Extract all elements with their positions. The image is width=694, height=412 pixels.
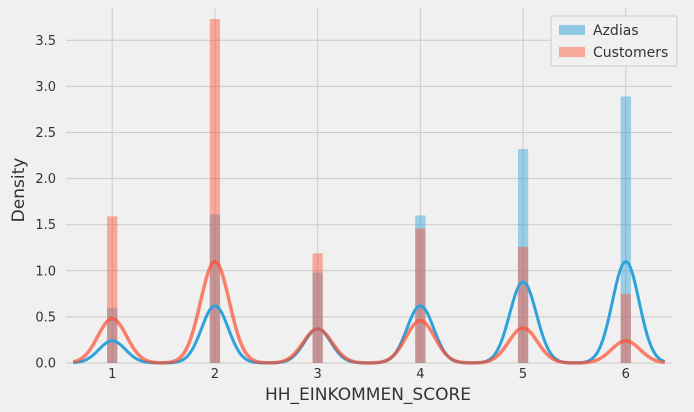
customers-bar	[517, 246, 529, 363]
y-tick-label: 3.0	[35, 80, 56, 95]
x-axis-label: HH_EINKOMMEN_SCORE	[265, 385, 471, 405]
x-tick-label: 3	[314, 367, 322, 382]
y-tick-label: 0.5	[35, 310, 56, 325]
azdias-bar	[312, 272, 323, 363]
legend-swatch-customers	[559, 47, 585, 57]
y-tick-label: 1.0	[35, 264, 56, 279]
azdias-bar	[517, 149, 529, 363]
x-tick-label: 4	[416, 367, 424, 382]
customers-bar	[620, 293, 631, 363]
customers-bar	[415, 228, 426, 363]
x-tick-label: 5	[519, 367, 527, 382]
y-tick-labels: 0.0 0.5 1.0 1.5 2.0 2.5 3.0 3.5	[35, 34, 56, 372]
azdias-bars	[107, 96, 631, 364]
y-tick-label: 3.5	[35, 34, 56, 49]
legend: Azdias Customers	[550, 15, 678, 67]
x-tick-label: 1	[108, 367, 116, 382]
legend-swatch-azdias	[559, 25, 585, 35]
x-tick-label: 6	[622, 367, 630, 382]
legend-label-azdias: Azdias	[593, 23, 639, 39]
customers-bar	[209, 19, 221, 363]
azdias-bar	[620, 96, 631, 364]
azdias-bar	[107, 307, 118, 363]
azdias-bar	[209, 214, 221, 363]
y-tick-label: 2.5	[35, 126, 56, 141]
customers-bars	[107, 19, 631, 363]
y-tick-label: 1.5	[35, 218, 56, 233]
kde-curves	[72, 259, 666, 365]
customers-bar	[107, 216, 118, 363]
y-tick-label: 2.0	[35, 172, 56, 187]
y-tick-label: 0.0	[35, 357, 56, 372]
x-tick-label: 2	[211, 367, 219, 382]
x-tick-labels: 1 2 3 4 5 6	[108, 367, 630, 382]
customers-kde-curve	[72, 259, 666, 365]
y-axis-label: Density	[9, 158, 29, 223]
grid-lines	[66, 8, 672, 364]
legend-label-customers: Customers	[593, 45, 668, 61]
customers-bar	[312, 253, 323, 363]
azdias-bar	[415, 215, 426, 363]
